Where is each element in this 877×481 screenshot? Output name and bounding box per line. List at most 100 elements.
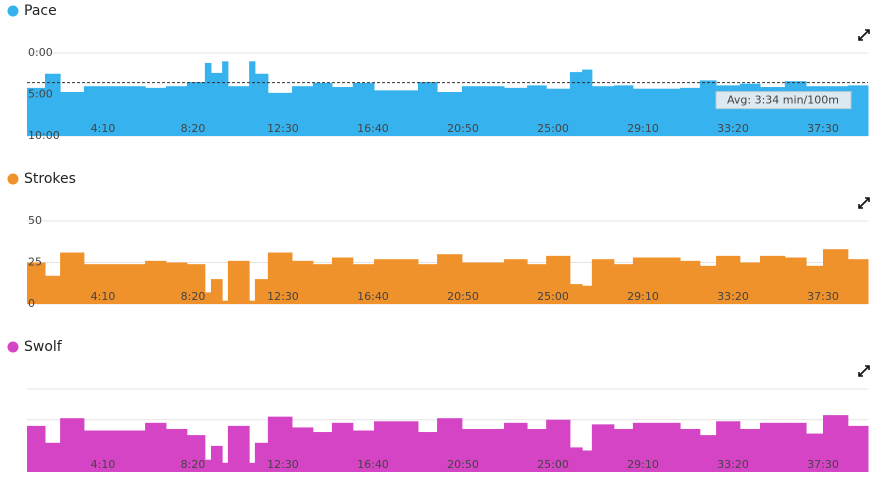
- bar: [437, 254, 463, 304]
- bar: [437, 418, 463, 472]
- bar: [699, 265, 717, 304]
- x-tick-label: 37:30: [807, 290, 839, 303]
- x-tick-label: 33:20: [717, 122, 749, 135]
- bar: [680, 87, 701, 136]
- bar: [806, 265, 824, 304]
- legend-dot: [7, 341, 19, 353]
- chart-title: Strokes: [24, 171, 76, 187]
- bar: [222, 462, 229, 472]
- bar: [546, 419, 571, 472]
- bar: [60, 252, 85, 304]
- bar: [222, 61, 229, 136]
- x-tick-label: 37:30: [807, 458, 839, 471]
- x-tick-label: 25:00: [537, 458, 569, 471]
- bar: [461, 86, 505, 136]
- bar: [437, 92, 463, 136]
- bar: [27, 425, 46, 472]
- legend-dot: [7, 173, 19, 185]
- average-label-box: [715, 91, 852, 110]
- bar: [165, 86, 188, 136]
- bar: [27, 262, 46, 304]
- expand-icon[interactable]: [858, 365, 870, 377]
- bar: [591, 424, 615, 472]
- expand-icon[interactable]: [858, 197, 870, 209]
- bar: [145, 260, 167, 304]
- bar: [527, 428, 547, 472]
- bar: [374, 421, 419, 472]
- bar: [267, 92, 293, 136]
- y-tick-label: 0:00: [28, 46, 53, 59]
- bar: [847, 259, 869, 304]
- bar: [186, 82, 206, 136]
- average-label: Avg: 3:34 min/100m: [727, 94, 839, 107]
- bar: [680, 428, 701, 472]
- bar: [227, 86, 250, 136]
- expand-icon[interactable]: [858, 29, 870, 41]
- x-tick-label: 29:10: [627, 458, 659, 471]
- bar: [210, 279, 223, 304]
- y-tick-label: 5:00: [28, 88, 53, 101]
- bar: [254, 442, 269, 472]
- x-tick-label: 20:50: [447, 458, 479, 471]
- legend-dot: [7, 5, 19, 17]
- bar: [60, 92, 85, 136]
- bar: [461, 428, 505, 472]
- bar: [806, 433, 824, 472]
- x-tick-label: 16:40: [357, 122, 389, 135]
- x-tick-label: 4:10: [91, 290, 116, 303]
- bar: [45, 442, 61, 472]
- x-tick-label: 8:20: [181, 122, 206, 135]
- bar: [83, 264, 146, 304]
- bar: [591, 86, 615, 136]
- x-tick-label: 29:10: [627, 290, 659, 303]
- x-tick-label: 16:40: [357, 458, 389, 471]
- x-tick-label: 33:20: [717, 458, 749, 471]
- x-tick-label: 33:20: [717, 290, 749, 303]
- y-tick-label: 0: [28, 297, 35, 310]
- bar: [312, 82, 333, 136]
- x-tick-label: 37:30: [807, 122, 839, 135]
- bar: [822, 415, 849, 472]
- bar: [267, 252, 293, 304]
- x-tick-label: 16:40: [357, 290, 389, 303]
- bar: [204, 292, 212, 304]
- bar: [527, 85, 547, 136]
- y-tick-label: 25: [28, 256, 42, 269]
- bar: [569, 447, 583, 472]
- bar: [249, 300, 256, 304]
- bar: [60, 418, 85, 472]
- bar: [613, 85, 634, 136]
- bar: [504, 259, 528, 304]
- x-tick-label: 4:10: [91, 122, 116, 135]
- bar: [267, 416, 293, 472]
- x-tick-label: 4:10: [91, 458, 116, 471]
- bar: [847, 425, 869, 472]
- bar: [569, 72, 583, 136]
- bar: [186, 435, 206, 472]
- bar: [145, 87, 167, 136]
- bar: [186, 264, 206, 304]
- bar: [312, 264, 333, 304]
- bar: [613, 428, 634, 472]
- bar: [417, 264, 438, 304]
- bar: [784, 257, 807, 304]
- bar: [632, 422, 681, 472]
- x-tick-label: 12:30: [267, 290, 299, 303]
- bar: [632, 88, 681, 136]
- bar: [249, 61, 256, 136]
- bar: [759, 255, 786, 304]
- bar: [591, 259, 615, 304]
- bar: [83, 430, 146, 472]
- bar: [613, 264, 634, 304]
- bar: [546, 255, 571, 304]
- bar: [461, 262, 505, 304]
- bar: [204, 62, 212, 136]
- bar: [569, 284, 583, 304]
- bar: [222, 300, 229, 304]
- bar: [210, 72, 223, 136]
- bar: [716, 255, 741, 304]
- bar: [227, 425, 250, 472]
- x-tick-label: 25:00: [537, 122, 569, 135]
- bar: [312, 432, 333, 472]
